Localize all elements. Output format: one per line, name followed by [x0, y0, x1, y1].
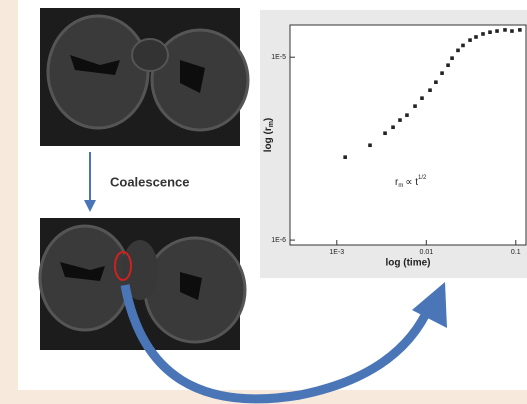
- data-point: [434, 80, 438, 84]
- annotation-sup: 1/2: [418, 175, 427, 181]
- data-point: [510, 29, 514, 33]
- data-point: [456, 48, 460, 53]
- x-tick-label: 0.1: [511, 249, 521, 256]
- data-point: [383, 131, 387, 136]
- data-point: [398, 118, 402, 122]
- micrograph-bottom: [38, 218, 247, 350]
- annotation-sub: m: [398, 183, 403, 189]
- y-label-main: log (r: [263, 127, 274, 152]
- y-label-end: ): [263, 118, 274, 121]
- data-point: [413, 104, 417, 108]
- data-point: [405, 113, 409, 117]
- annotation-r: r: [395, 177, 399, 188]
- data-point: [503, 28, 507, 32]
- y-tick-label: 1E-5: [271, 54, 286, 61]
- data-point: [440, 71, 444, 75]
- y-tick-label: 1E-6: [271, 237, 286, 244]
- y-axis-label: log (rm): [263, 118, 275, 153]
- data-point: [420, 96, 424, 100]
- annotation-mid: ∝ t: [405, 177, 418, 188]
- data-point: [446, 63, 450, 68]
- data-point: [468, 38, 472, 42]
- arrow-head: [84, 200, 96, 212]
- data-point: [343, 155, 347, 159]
- x-axis-label: log (time): [386, 258, 431, 269]
- curved-arrow-head: [412, 282, 447, 328]
- curved-arrow: [120, 284, 435, 404]
- x-tick-label: 1E-3: [329, 249, 344, 256]
- data-point: [368, 143, 372, 148]
- x-tick-label: 0.01: [419, 249, 433, 256]
- y-label-sub: m: [268, 121, 275, 127]
- data-point: [474, 35, 478, 39]
- plot-frame: [289, 24, 527, 246]
- data-point: [450, 56, 454, 60]
- micrograph-top: [40, 8, 250, 146]
- data-point: [488, 30, 492, 35]
- data-point: [481, 32, 485, 36]
- data-point: [461, 43, 465, 48]
- arrow-label: Coalescence: [110, 174, 190, 189]
- data-point: [428, 88, 432, 93]
- data-point: [518, 28, 522, 32]
- data-point: [391, 125, 395, 130]
- annotation: rm ∝ t1/2: [395, 175, 427, 189]
- data-point: [495, 29, 499, 33]
